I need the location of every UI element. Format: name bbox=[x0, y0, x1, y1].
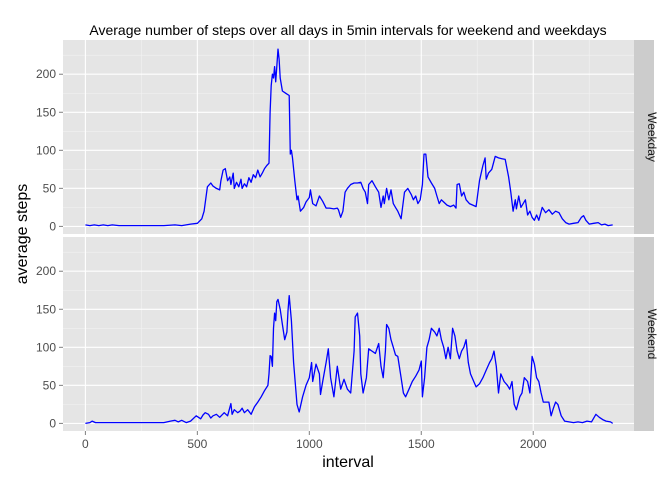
y-tick-label: 150 bbox=[36, 105, 56, 119]
x-axis: 0 500 1000 1500 2000 bbox=[82, 431, 547, 451]
panel-background bbox=[63, 40, 634, 234]
x-tick-label: 1000 bbox=[296, 437, 323, 451]
facet-label-weekend: Weekend bbox=[645, 309, 659, 359]
chart-title: Average number of steps over all days in… bbox=[89, 22, 606, 38]
x-tick-label: 500 bbox=[187, 437, 207, 451]
x-tick-label: 0 bbox=[82, 437, 89, 451]
series-line-weekend bbox=[85, 294, 614, 425]
facet-label-weekday: Weekday bbox=[645, 112, 659, 162]
y-tick-label: 50 bbox=[43, 378, 57, 392]
y-axis-title: average steps bbox=[14, 184, 31, 285]
y-tick-label: 50 bbox=[43, 181, 57, 195]
x-tick-label: 2000 bbox=[520, 437, 547, 451]
facet-strip-weekday bbox=[634, 40, 654, 234]
y-tick-label: 100 bbox=[36, 340, 56, 354]
y-tick-label: 100 bbox=[36, 143, 56, 157]
y-tick-label: 0 bbox=[49, 219, 56, 233]
panel-background bbox=[63, 237, 634, 431]
panel-weekday: 0 50 100 150 200 Weekday bbox=[36, 40, 659, 234]
y-tick-label: 0 bbox=[49, 416, 56, 430]
series-line-weekday bbox=[85, 48, 613, 227]
x-tick-label: 1500 bbox=[408, 437, 435, 451]
x-axis-title: interval bbox=[322, 454, 374, 471]
y-tick-label: 200 bbox=[36, 67, 56, 81]
facet-strip-weekend bbox=[634, 237, 654, 431]
y-tick-label: 150 bbox=[36, 302, 56, 316]
panel-weekend: 0 50 100 150 200 Weekend bbox=[36, 237, 659, 431]
y-tick-label: 200 bbox=[36, 264, 56, 278]
